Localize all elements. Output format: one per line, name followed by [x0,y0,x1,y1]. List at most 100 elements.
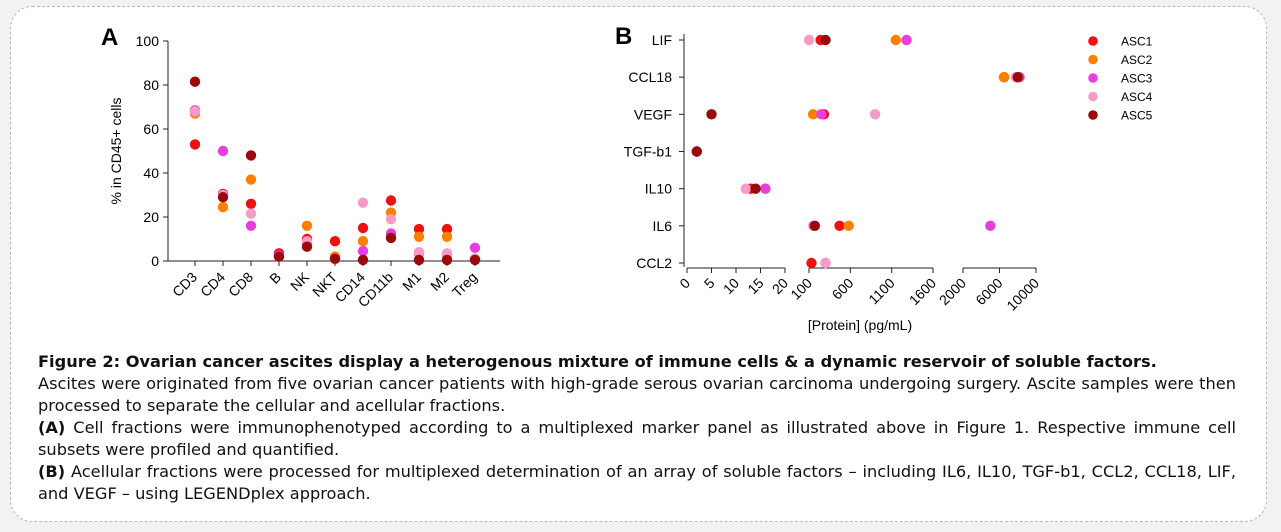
panel-a-y-axis-title: % in CD45+ cells [108,98,124,205]
panel-a-point-asc1-m2 [441,223,453,235]
panel-a-point-asc5-cd14 [357,254,369,266]
caption-title: Figure 2: Ovarian cancer ascites display… [38,352,1157,371]
legend-label-asc4: ASC4 [1121,90,1153,104]
panel-b-point-asc2-vegf [807,109,819,120]
panel-b-point-asc3-vegf [816,109,827,120]
panel-a-point-asc4-cd14 [357,197,369,208]
panel-b-x-tick-label: 100 [787,275,815,303]
panel-b-point-asc1-il6 [834,220,845,232]
panel-b-x-tick-label: 1100 [865,275,898,308]
panel-a-point-asc5-m2 [441,254,453,266]
figure-caption: Figure 2: Ovarian cancer ascites display… [38,351,1236,505]
panel-b-x-tick-label: 600 [829,275,857,303]
panel-a-point-asc4-m1 [413,247,425,258]
caption-text-a: Cell fractions were immunophenotyped acc… [38,418,1236,459]
panel-b-category-ccl2: CCL2 [636,255,672,271]
panel-b-point-asc1-ccl2 [806,257,817,269]
panel-b-point-asc4-lif [803,34,815,46]
panel-a-y-tick-label: 100 [136,33,160,49]
panel-a-y-tick-label: 60 [143,121,159,137]
legend-marker-asc1 [1088,36,1098,46]
legend-marker-asc3 [1088,73,1098,83]
panel-b-x-tick-label: 15 [744,275,766,297]
panel-a-category-cd4: CD4 [197,269,228,300]
panel-a-point-asc5-cd11b [385,232,397,244]
legend-label-asc2: ASC2 [1121,53,1153,67]
panel-a-point-asc2-cd8 [245,174,257,185]
panel-a-category-m2: M2 [427,269,452,294]
panel-a-category-cd8: CD8 [225,269,256,300]
panel-a-y-tick-label: 40 [143,165,159,181]
panel-a-point-asc2-cd4 [217,201,229,213]
panel-b-x-tick-label: 2000 [936,275,969,308]
panel-a-point-asc3-treg [469,242,481,253]
panel-a-point-asc1-nkt [329,236,341,247]
panel-a-point-asc1-cd14 [357,222,369,234]
legend-marker-asc2 [1088,54,1098,65]
panel-b-x-tick-label: 10 [720,275,742,297]
panel-a-point-asc2-m1 [413,231,425,242]
panel-a-point-asc4-cd3 [189,106,201,117]
panel-a-point-asc1-cd11b [385,195,397,206]
panel-a-point-asc5-cd3 [189,76,201,87]
panel-a-point-asc3-cd14 [357,245,369,257]
panel-b-point-asc4-ccl2 [820,257,831,269]
panel-a-point-asc5-b [273,251,285,262]
panel-a-point-asc5-m1 [413,254,425,266]
panel-b-point-asc4-vegf [869,109,881,120]
panel-b-point-asc2-ccl18 [998,71,1010,83]
panel-a-point-asc3-cd4 [217,145,229,157]
panel-a-category-m1: M1 [399,269,424,294]
panel-a-point-asc1-cd3 [189,139,201,150]
panel-b-category-tgf-b1: TGF-b1 [624,144,672,160]
panel-a-y-tick-label: 80 [143,77,159,93]
panel-a-y-tick-label: 0 [151,253,159,269]
panel-b-x-tick-label: 0 [676,275,693,292]
panel-b-letter: B [615,23,632,50]
panel-b-x-tick-label: 1600 [906,275,939,308]
panel-a-point-asc5-nkt [329,253,341,264]
panel-a-category-cd3: CD3 [169,269,200,300]
panel-a-point-asc2-m2 [441,231,453,242]
caption-label-b: (B) [38,462,66,481]
panel-a-point-asc5-cd4 [217,192,229,203]
panel-a-point-asc5-nk [301,241,313,252]
panel-a-point-asc2-cd14 [357,236,369,247]
panel-a-point-asc2-nk [301,220,313,231]
panel-a-point-asc4-cd8 [245,208,257,219]
panel-b-category-lif: LIF [652,32,672,48]
panel-a-y-tick-label: 20 [143,209,159,225]
panel-b-point-asc5-ccl18 [1012,71,1023,83]
panel-b-point-asc5-lif [820,34,831,46]
panel-a-point-asc1-m1 [413,223,425,235]
panel-b-x-tick-label: 5 [701,275,718,292]
legend-marker-asc5 [1088,110,1098,120]
legend-label-asc1: ASC1 [1121,35,1153,49]
panel-a-category-nk: NK [287,268,313,294]
panel-b-point-asc3-il10 [760,183,771,194]
caption-paragraph-intro: Ascites were originated from five ovaria… [38,374,1236,415]
caption-label-a: (A) [38,418,66,437]
panel-a-category-b: B [266,269,284,287]
panel-a-category-treg: Treg [449,269,480,300]
panel-b-point-asc5-tgf-b1 [691,146,702,157]
panel-b-x-tick-label: 10000 [1003,275,1042,314]
panel-b-category-il10: IL10 [645,181,672,197]
panel-b-category-vegf: VEGF [634,106,672,122]
panel-b-point-asc3-il6 [985,220,996,232]
legend: ASC1 ASC2 ASC3 ASC4 ASC5 [1088,35,1153,123]
panel-b-point-asc5-vegf [706,109,717,120]
panel-b-x-tick-label: 20 [769,275,791,297]
panel-a-point-asc5-cd8 [245,150,257,161]
caption-paragraph-a: (A) Cell fractions were immunophenotyped… [38,417,1236,461]
legend-label-asc5: ASC5 [1121,109,1153,123]
legend-label-asc3: ASC3 [1121,72,1153,86]
panel-b-point-asc2-il6 [843,220,854,232]
panel-b-point-asc4-il10 [740,183,751,194]
panel-b-category-il6: IL6 [653,218,673,234]
caption-text-b: Acellular fractions were processed for m… [38,462,1236,503]
panel-b-point-asc5-il10 [750,183,761,194]
